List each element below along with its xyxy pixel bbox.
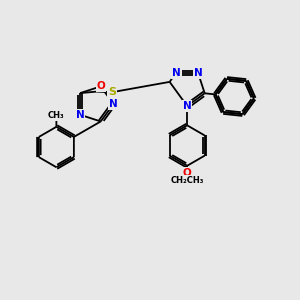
Text: N: N: [194, 68, 202, 78]
Text: CH₃: CH₃: [48, 111, 65, 120]
Text: N: N: [76, 110, 85, 120]
Text: O: O: [96, 81, 105, 92]
Text: N: N: [183, 101, 191, 111]
Text: S: S: [108, 87, 116, 97]
Text: CH₂CH₃: CH₂CH₃: [170, 176, 204, 185]
Text: O: O: [183, 168, 191, 178]
Text: N: N: [109, 99, 118, 109]
Text: N: N: [172, 68, 181, 78]
